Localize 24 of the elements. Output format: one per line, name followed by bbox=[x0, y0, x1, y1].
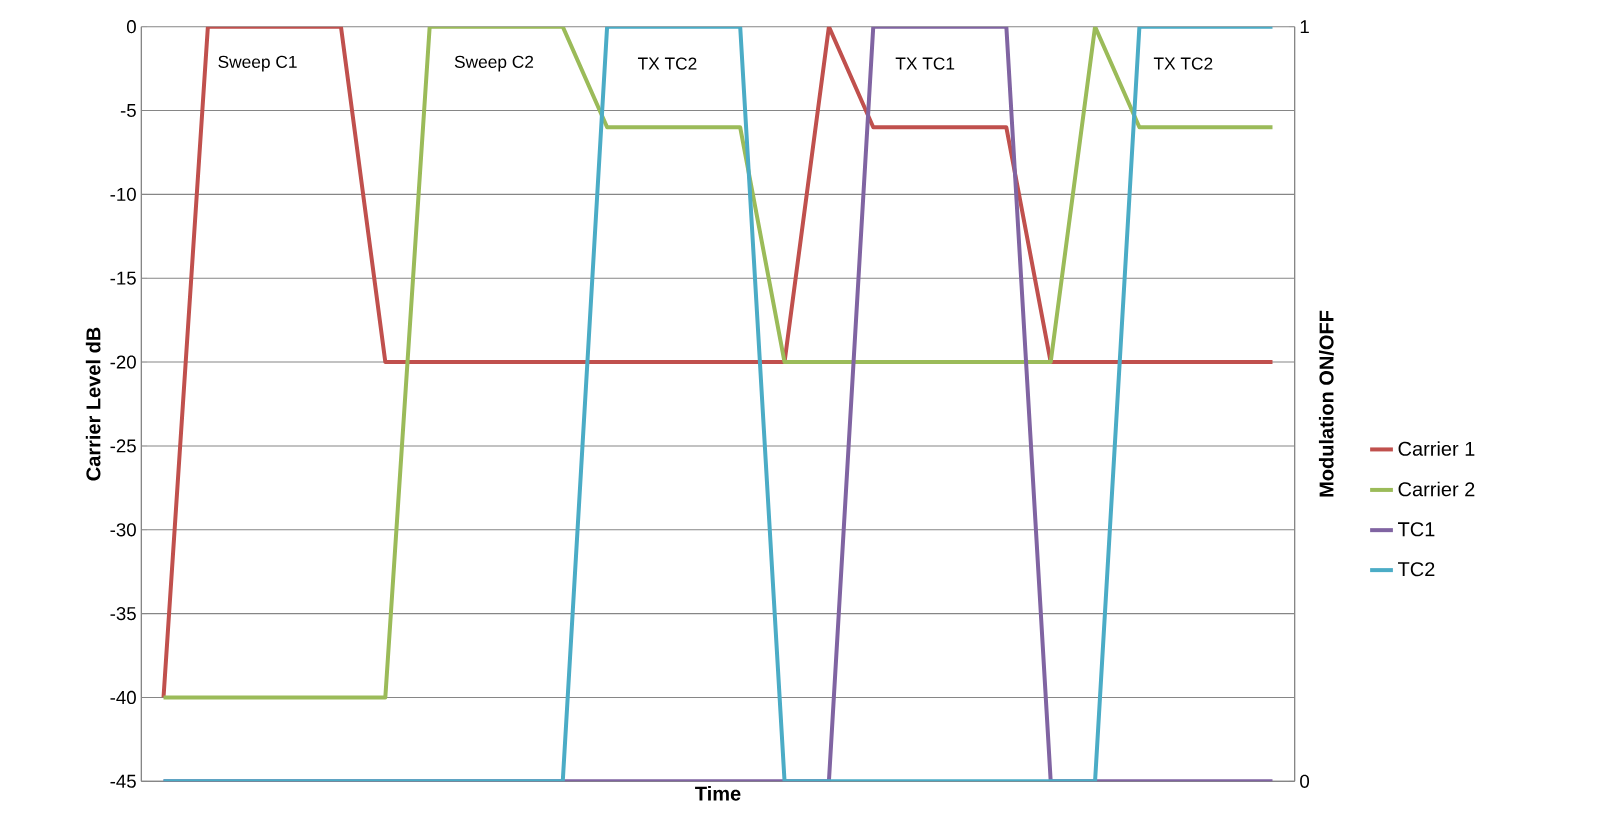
legend-label: Carrier 1 bbox=[1398, 441, 1475, 456]
y-tick-label: -25 bbox=[110, 439, 136, 453]
y-tick-label: -15 bbox=[110, 271, 136, 285]
y-tick-label: -5 bbox=[120, 104, 136, 118]
x-axis-title: Time bbox=[695, 786, 741, 801]
annotation: TX TC1 bbox=[895, 57, 955, 70]
y-tick-label: -20 bbox=[110, 355, 136, 369]
y-tick-label: -30 bbox=[110, 523, 136, 537]
legend-label: TC2 bbox=[1398, 562, 1435, 577]
y-tick-label: -45 bbox=[110, 774, 136, 788]
annotation: Sweep C2 bbox=[454, 55, 534, 72]
y2-tick-label: 0 bbox=[1300, 774, 1310, 788]
y-tick-label: 0 bbox=[126, 20, 136, 34]
y-tick-label: -10 bbox=[110, 187, 136, 201]
legend-label: TC1 bbox=[1398, 522, 1435, 537]
y-tick-label: -35 bbox=[110, 606, 136, 621]
y2-axis-title: Modulation ON/OFF bbox=[1318, 310, 1334, 497]
legend-label: Carrier 2 bbox=[1398, 481, 1475, 497]
y-tick-label: -40 bbox=[110, 690, 136, 705]
y2-tick-label: 1 bbox=[1300, 20, 1309, 34]
annotation: Sweep C1 bbox=[218, 55, 297, 72]
annotation: TX TC2 bbox=[1153, 57, 1213, 70]
annotation: TX TC2 bbox=[637, 57, 697, 70]
y-axis-title: Carrier Level dB bbox=[85, 327, 101, 481]
